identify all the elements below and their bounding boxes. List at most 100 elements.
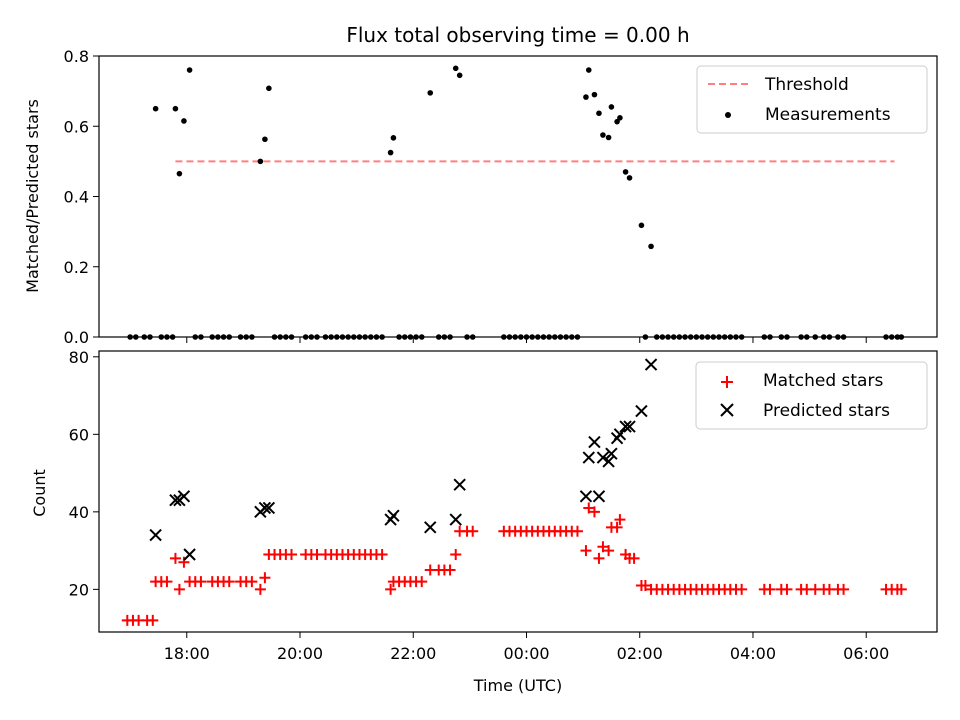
matched-point (223, 576, 235, 588)
matched-point (173, 583, 185, 595)
predicted-point (619, 420, 632, 433)
predicted-point (588, 435, 601, 449)
matched-point (639, 579, 651, 591)
measurement-point (648, 243, 654, 250)
plot-frame (98, 350, 938, 633)
measurement-point (617, 115, 623, 121)
y-axis-label-count: Count (30, 469, 49, 517)
y-tick-label: 80 (69, 348, 89, 367)
measurement-point (585, 67, 592, 73)
measurement-point (266, 85, 272, 92)
measurement-point (176, 170, 183, 177)
matched-point (259, 572, 271, 584)
y-tick-label: 0.8 (64, 47, 89, 66)
matched-point (611, 521, 623, 533)
predicted-point (262, 501, 276, 515)
matched-point (178, 556, 190, 568)
ratio-plot: 0.0 0.2 0.4 0.6 0.8 (64, 47, 938, 347)
matched-legend-swatch (721, 376, 733, 388)
x-tick-label: 22:00 (390, 644, 436, 663)
measurements-legend-swatch (725, 112, 731, 118)
matched-point (593, 552, 605, 564)
measurement-point (387, 149, 394, 156)
predicted-point (149, 528, 162, 542)
matched-point (597, 541, 609, 553)
predicted-point (183, 548, 196, 561)
measurement-point (452, 65, 459, 72)
x-tick-label: 00:00 (503, 644, 549, 663)
plot-frame (98, 55, 938, 338)
y-tick-label: 20 (69, 580, 89, 599)
legend-matched-label: Matched stars (763, 371, 883, 391)
measurement-point (596, 110, 602, 117)
measurement-point (152, 105, 159, 112)
matched-point (603, 545, 615, 557)
measurement-point (172, 105, 179, 112)
matched-point (450, 548, 462, 560)
predicted-point (605, 447, 618, 460)
predicted-point (596, 451, 610, 464)
y-tick-label: 0.2 (64, 258, 89, 277)
predicted-point (449, 513, 462, 526)
predicted-point (602, 455, 615, 468)
measurement-point (583, 94, 589, 100)
predicted-point (177, 490, 191, 503)
matched-point (195, 576, 207, 588)
legend-predicted-label: Predicted stars (763, 401, 890, 421)
matched-point (444, 564, 456, 576)
matched-point (169, 552, 181, 564)
predicted-point (387, 509, 400, 522)
matched-point (467, 525, 479, 537)
y-tick-label: 40 (69, 503, 89, 522)
matched-point (161, 576, 173, 588)
y-tick-label: 0.0 (64, 328, 89, 347)
matched-point (895, 583, 907, 595)
x-tick-label: 02:00 (617, 644, 663, 663)
matched-point (416, 576, 428, 588)
matched-point (583, 502, 595, 514)
y-tick-label: 0.4 (64, 188, 89, 207)
measurement-point (605, 134, 612, 141)
predicted-point (453, 478, 466, 491)
measurement-point (608, 104, 615, 110)
matched-point (838, 583, 850, 595)
matched-point (781, 583, 793, 595)
predicted-point (582, 451, 595, 464)
y-tick-label: 0.6 (64, 117, 89, 136)
chart-title: Flux total observing time = 0.00 h (346, 23, 689, 47)
measurement-point (456, 72, 463, 79)
legend-threshold-label: Threshold (764, 75, 849, 95)
matched-point (246, 576, 258, 588)
measurement-point (427, 90, 434, 96)
predicted-point (169, 494, 182, 507)
measurement-point (600, 132, 606, 138)
ratio-legend: Threshold Measurements (696, 65, 928, 134)
matched-point (571, 525, 583, 537)
measurement-point (591, 91, 598, 98)
measurement-point (257, 158, 264, 165)
y-tick-label: 60 (69, 425, 89, 444)
matched-point (286, 548, 298, 560)
measurement-point (390, 135, 397, 141)
predicted-point (623, 420, 636, 433)
x-axis-label: Time (UTC) (473, 676, 562, 695)
predicted-point (613, 428, 627, 441)
matched-point (614, 514, 626, 526)
x-tick-label: 06:00 (843, 644, 889, 663)
measurement-point (626, 175, 633, 181)
matched-point (764, 583, 776, 595)
measurement-point (638, 222, 645, 229)
measurement-point (622, 169, 629, 175)
measurement-point (181, 118, 187, 124)
matched-point (376, 548, 388, 560)
legend-measurements-label: Measurements (765, 105, 891, 125)
x-tick-label: 18:00 (164, 644, 210, 663)
matched-point (147, 614, 159, 626)
measurement-point (614, 118, 620, 125)
predicted-point (635, 404, 648, 418)
predicted-point (592, 490, 606, 503)
x-tick-label: 20:00 (277, 644, 323, 663)
count-legend: Matched stars Predicted stars (695, 361, 928, 430)
predicted-point (424, 521, 437, 534)
